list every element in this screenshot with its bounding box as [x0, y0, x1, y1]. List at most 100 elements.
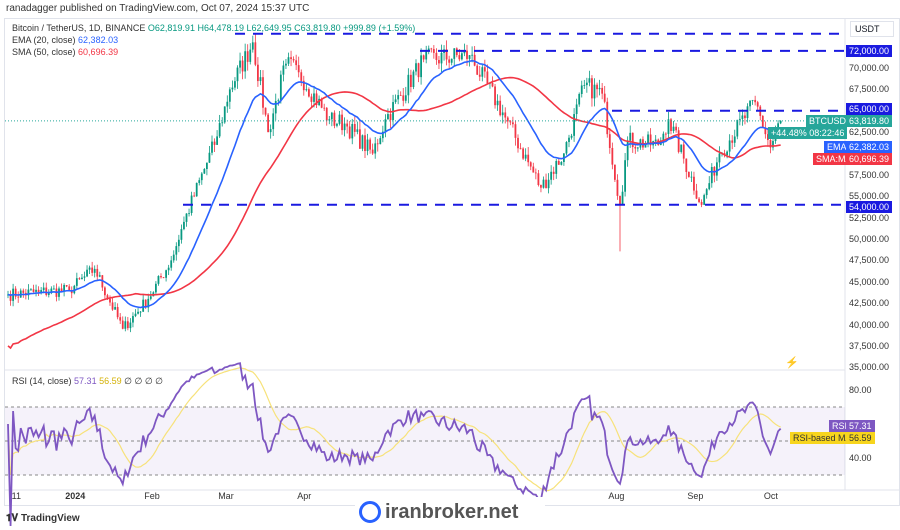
candle-body [512, 122, 514, 125]
candle-body [126, 321, 129, 329]
candle-body [213, 141, 216, 145]
candle-body [37, 289, 40, 293]
candle-body [767, 134, 769, 141]
candle-body [198, 180, 201, 183]
candle-body [463, 50, 466, 54]
time-tick: 11 [11, 491, 21, 501]
candle-body [175, 246, 178, 255]
change-value: +999.89 (+1.59%) [343, 23, 416, 33]
candle-body [552, 171, 555, 174]
candle-body [308, 89, 310, 97]
candle-body [420, 55, 422, 78]
candle-body [494, 86, 496, 106]
btc-pct: +44.48% [771, 128, 807, 138]
candle-body [114, 307, 116, 310]
candle-body [636, 147, 639, 149]
candle-body [550, 171, 553, 180]
candle-body [670, 119, 672, 131]
candle-body [282, 65, 285, 75]
candle-body [685, 158, 688, 172]
rsi-line [7, 362, 782, 527]
candle-body [68, 286, 71, 291]
candle-body [285, 63, 287, 66]
candle-body [432, 49, 435, 53]
candle-body [81, 277, 83, 280]
btc-symbol-tag: BTCUSDT [806, 115, 855, 127]
candle-body [60, 288, 63, 292]
close-value: C63,819.80 [294, 23, 341, 33]
rsi-tick: 40.00 [849, 453, 872, 463]
candle-body [570, 135, 573, 138]
price-tick: 45,000.00 [849, 276, 890, 287]
candle-body [738, 118, 741, 120]
candle-body [461, 53, 463, 60]
candle-body [376, 143, 379, 145]
candle-body [381, 131, 384, 139]
tradingview-logo[interactable]: 𝟏𝐕 TradingView [6, 513, 80, 524]
candle-body [254, 42, 257, 65]
price-tick: 37,500.00 [849, 340, 890, 351]
candle-body [662, 133, 665, 141]
candle-body [297, 65, 300, 73]
sma-legend[interactable]: SMA (50, close) 60,696.39 [12, 47, 118, 57]
candle-body [106, 295, 109, 299]
time-tick: Sep [687, 491, 704, 501]
candle-body [565, 142, 568, 154]
candle-body [631, 132, 634, 148]
candle-body [251, 42, 254, 50]
price-tick: 42,500.00 [849, 298, 890, 309]
candle-body [606, 101, 609, 135]
candle-body [91, 267, 94, 273]
candle-body [53, 288, 55, 290]
candle-body [404, 95, 407, 101]
candle-body [348, 126, 351, 139]
candle-body [177, 239, 180, 247]
ema-legend[interactable]: EMA (20, close) 62,382.03 [12, 35, 118, 45]
candle-body [361, 135, 364, 149]
candle-body [30, 289, 32, 291]
publisher-line: ranadagger published on TradingView.com,… [6, 3, 310, 14]
candle-body [473, 54, 476, 66]
candle-body [149, 296, 152, 299]
candle-body [216, 136, 218, 145]
candle-body [644, 143, 647, 148]
candle-body [438, 59, 440, 64]
candle-body [167, 267, 170, 271]
candle-body [228, 89, 231, 102]
rsi-legend[interactable]: RSI (14, close) 57.31 56.59 ∅ ∅ ∅ ∅ [12, 376, 163, 387]
time-tick: Oct [763, 491, 778, 501]
candle-body [716, 162, 718, 176]
candle-body [93, 268, 96, 273]
candle-body [677, 130, 680, 152]
candle-body [578, 93, 581, 105]
candle-body [172, 254, 175, 261]
candle-body [634, 147, 637, 149]
candle-body [9, 294, 12, 301]
candle-body [226, 101, 229, 107]
high-value: H64,478.19 [197, 23, 245, 33]
price-tick: 47,500.00 [849, 255, 890, 266]
candle-body [116, 307, 119, 318]
candle-body [761, 115, 764, 128]
candle-body [675, 126, 677, 131]
currency-selector[interactable]: USDT [850, 21, 894, 37]
candle-body [672, 126, 675, 131]
candle-body [422, 55, 425, 60]
candle-body [458, 55, 461, 60]
candle-body [779, 120, 782, 124]
candle-body [616, 179, 619, 196]
candle-body [614, 164, 616, 180]
candle-body [279, 74, 282, 101]
candle-body [302, 80, 305, 91]
candle-body [45, 287, 48, 295]
candle-body [223, 106, 226, 123]
candle-body [483, 67, 486, 72]
candle-body [338, 114, 341, 124]
candle-body [524, 154, 527, 159]
candle-body [129, 322, 132, 329]
candle-body [246, 51, 249, 62]
candle-body [193, 195, 196, 197]
candle-body [142, 299, 145, 312]
candle-body [741, 115, 744, 119]
